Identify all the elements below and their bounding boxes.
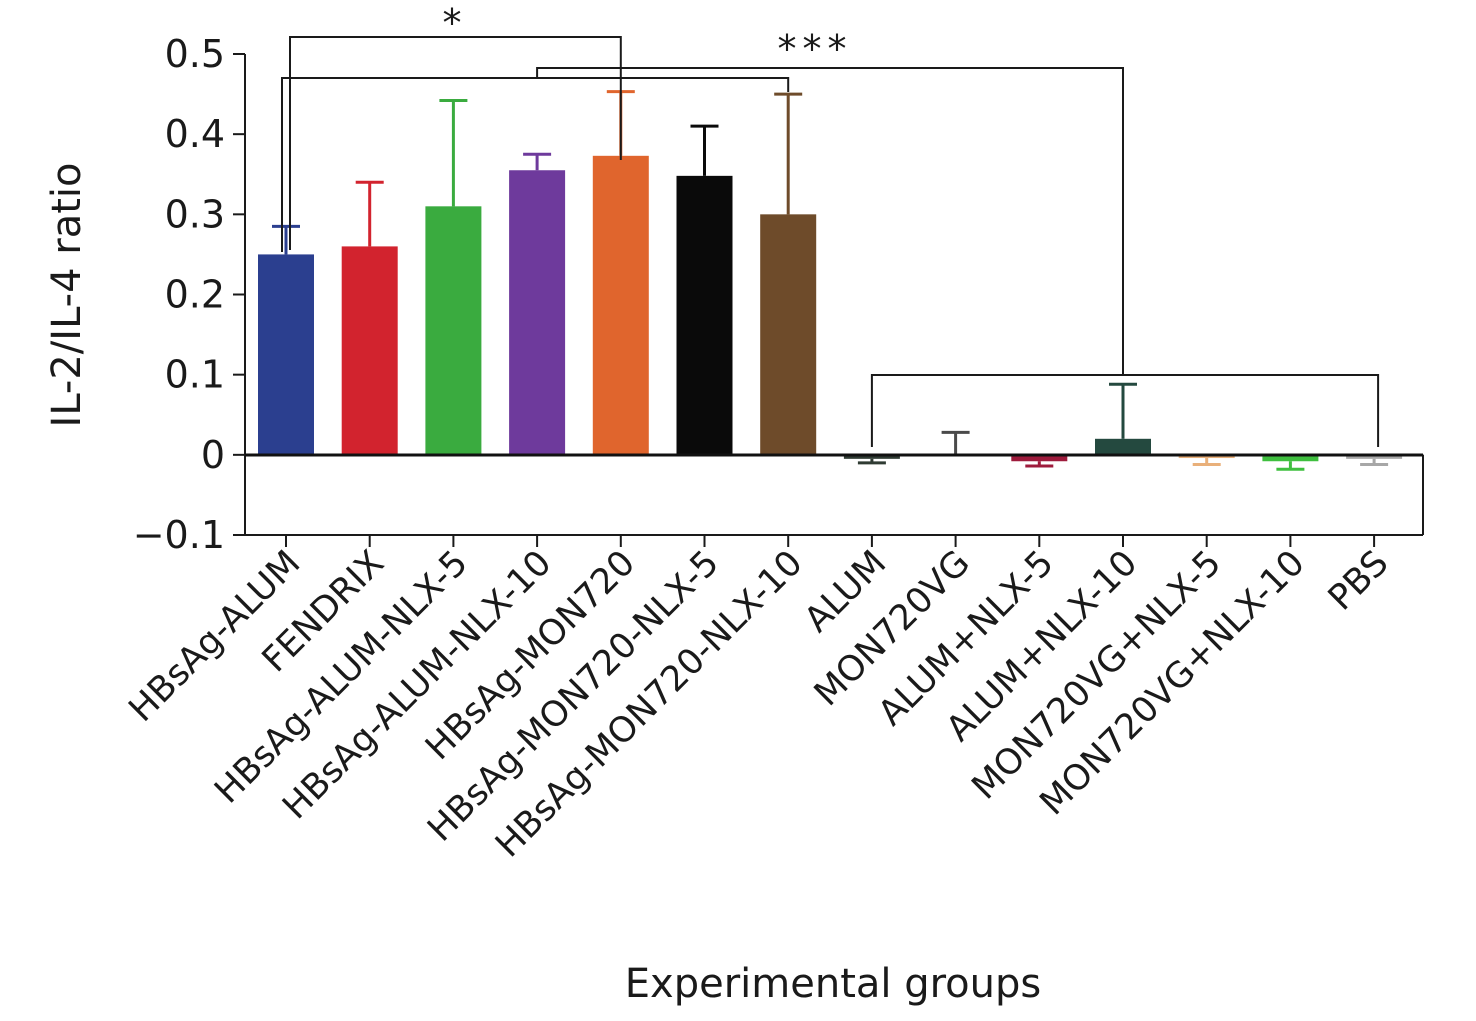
bar-2: [341, 246, 398, 455]
significance-bracket-2: [536, 67, 1124, 375]
x-axis-title: Experimental groups: [625, 961, 1041, 1007]
bar-13: [1262, 454, 1319, 462]
bar-8: [843, 454, 900, 459]
bar-14: [1346, 454, 1403, 459]
x-category-label: PBS: [1321, 543, 1396, 618]
significance-bracket-1: [289, 36, 622, 250]
bar-7: [760, 214, 817, 455]
bar-6: [676, 175, 733, 455]
significance-label-1: *: [443, 1, 468, 45]
y-axis-title: IL-2/IL-4 ratio: [44, 163, 90, 428]
y-tick-label: −0.1: [133, 513, 225, 557]
bar-11: [1095, 438, 1151, 455]
y-tick-label: 0: [201, 433, 225, 477]
significance-label-2: ***: [778, 27, 853, 71]
y-tick-label: 0.3: [165, 192, 225, 236]
bar-3: [425, 206, 482, 455]
bar-4: [509, 170, 566, 455]
bar-1: [258, 254, 314, 455]
significance-layer: ****: [281, 1, 1380, 447]
labels-layer: HBsAg-ALUMFENDRIXHBsAg-ALUM-NLX-5HBsAg-A…: [122, 543, 1397, 865]
y-tick-label: 0.1: [165, 353, 225, 397]
bars-layer: [258, 90, 1403, 471]
bar-5: [592, 155, 649, 455]
y-tick-label: 0.5: [165, 32, 225, 76]
axes-layer: −0.1 0 0.1 0.2 0.3 0.4 0.5: [133, 32, 1423, 557]
y-tick-label: 0.4: [165, 112, 225, 156]
y-tick-label: 0.2: [165, 273, 225, 317]
bar-10: [1011, 454, 1068, 462]
plot-area: [245, 454, 1424, 536]
group-bracket-vaccines: [281, 77, 790, 252]
group-bracket-controls: [870, 374, 1380, 447]
